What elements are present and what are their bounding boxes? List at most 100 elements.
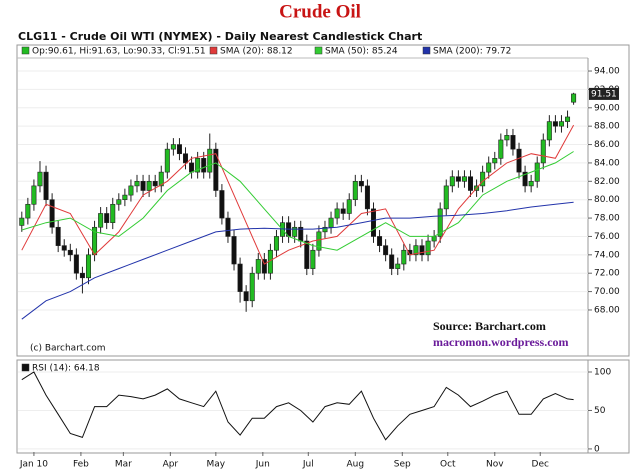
candle-body	[25, 203, 31, 219]
y-tick-label: 94.00	[594, 67, 620, 77]
x-tick-label: Dec	[532, 460, 549, 470]
candle-body	[389, 254, 395, 269]
candle-body	[122, 194, 128, 200]
legend-swatch	[21, 363, 30, 372]
y-tick-label: 80.00	[594, 195, 620, 205]
candle-body	[522, 171, 528, 187]
candle-body	[443, 185, 449, 210]
y-tick-label: 84.00	[594, 158, 620, 168]
x-tick-label: Apr	[163, 460, 179, 470]
candle-body	[480, 171, 486, 187]
y-tick-label: 90.00	[594, 103, 620, 113]
candle-body	[352, 181, 358, 200]
candle-body	[104, 213, 110, 223]
x-tick-label: Jan 10	[19, 460, 48, 470]
y-tick-label: 68.00	[594, 305, 620, 315]
candle-body	[486, 162, 492, 173]
candle-body	[195, 158, 201, 173]
legend-label: SMA (50): 85.24	[325, 47, 398, 57]
candle-body	[237, 263, 243, 292]
y-tick-label: 78.00	[594, 214, 620, 224]
series-line	[21, 371, 574, 441]
x-tick-label: May	[207, 460, 226, 470]
y-tick-label: 82.00	[594, 177, 620, 187]
y-tick-label: 70.00	[594, 287, 620, 297]
candle-body	[425, 240, 431, 256]
candle-body	[273, 236, 279, 251]
candle-body	[43, 171, 49, 200]
candle-body	[255, 259, 261, 274]
candle-body	[146, 181, 152, 191]
annotation: (c) Barchart.com	[30, 344, 106, 354]
candle-body	[510, 135, 516, 150]
candle-body	[571, 93, 577, 103]
candle-body	[383, 245, 389, 256]
candle-body	[183, 153, 189, 164]
candle-body	[292, 226, 298, 237]
y-tick-label: 100	[594, 368, 611, 378]
series-line	[21, 151, 574, 251]
x-tick-label: Jun	[255, 460, 270, 470]
candle-body	[401, 249, 407, 265]
candle-body	[358, 181, 364, 187]
candle-body	[213, 148, 219, 191]
candle-body	[370, 208, 376, 237]
y-tick-label: 50	[594, 406, 606, 416]
candle-body	[437, 208, 443, 237]
candle-body	[31, 185, 37, 205]
y-tick-label: 0	[594, 444, 600, 454]
rsi-panel	[16, 359, 630, 454]
candle-body	[322, 226, 328, 233]
candle-body	[116, 199, 122, 205]
candle-body	[449, 176, 455, 187]
candle-body	[128, 185, 134, 196]
candle-body	[201, 158, 207, 173]
legend-label: RSI (14): 64.18	[32, 364, 100, 374]
candle-body	[79, 272, 85, 279]
x-tick-label: Mar	[115, 460, 132, 470]
legend-label: Op:90.61, Hi:91.63, Lo:90.33, Cl:91.51	[32, 47, 206, 57]
candle-body	[73, 254, 79, 274]
candle-body	[19, 217, 25, 226]
candle-body	[310, 249, 316, 269]
candle-body	[395, 263, 401, 269]
candle-body	[528, 181, 534, 187]
candle-body	[207, 148, 213, 173]
legend-label: SMA (20): 88.12	[220, 47, 293, 57]
x-tick-label: Oct	[440, 460, 456, 470]
candle-body	[189, 162, 195, 173]
candle-body	[316, 231, 322, 251]
candle-body	[231, 236, 237, 265]
candle-body	[461, 176, 467, 182]
candle-body	[492, 158, 498, 164]
candle-body	[334, 208, 340, 219]
candle-body	[534, 162, 540, 182]
candle-body	[37, 171, 43, 187]
candle-body	[176, 144, 182, 155]
candle-body	[565, 116, 571, 122]
candle-body	[504, 135, 510, 141]
candle-body	[516, 148, 522, 173]
candle-body	[419, 245, 425, 256]
y-tick-label: 72.00	[594, 269, 620, 279]
candle-body	[55, 226, 61, 246]
chart-subtitle: CLG11 - Crude Oil WTI (NYMEX) - Daily Ne…	[18, 30, 422, 43]
candle-body	[552, 121, 558, 127]
candle-body	[546, 121, 552, 141]
last-price-box	[589, 87, 619, 100]
candle-body	[152, 181, 158, 187]
y-tick-label: 74.00	[594, 250, 620, 260]
candle-body	[498, 139, 504, 159]
y-tick-label: 88.00	[594, 122, 620, 132]
candle-body	[540, 139, 546, 164]
candle-body	[455, 176, 461, 182]
legend-label: SMA (200): 79.72	[433, 47, 511, 57]
y-tick-label: 76.00	[594, 232, 620, 242]
candle-body	[140, 181, 146, 191]
last-price-label: 91.51	[591, 89, 617, 99]
candle-body	[98, 213, 104, 228]
chart-title: Crude Oil	[279, 1, 361, 22]
legend-swatch	[314, 46, 323, 55]
candle-body	[431, 236, 437, 242]
